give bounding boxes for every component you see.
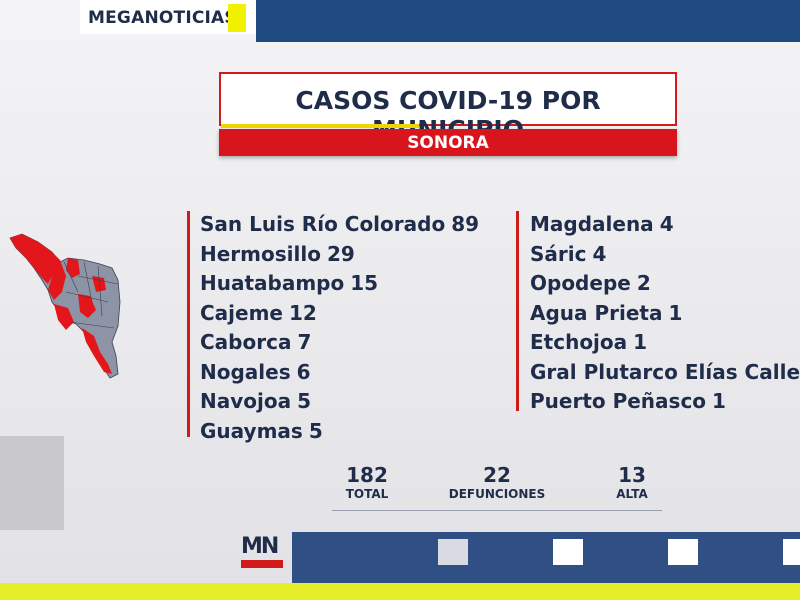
case-count: 12: [289, 300, 317, 325]
municipality-name: Puerto Peñasco: [530, 389, 707, 413]
case-count: 1: [633, 330, 648, 354]
municipality-name: Hermosillo: [200, 241, 321, 266]
brand-accent: [228, 4, 246, 32]
deaths-value: 22: [483, 463, 511, 487]
list-item: Gral Plutarco Elías Calles1: [530, 358, 800, 388]
municipality-name: Opodepe: [530, 271, 631, 295]
ticker-square: [438, 539, 468, 565]
subtitle: SONORA: [407, 133, 489, 153]
list-item: Huatabampo 15: [200, 269, 479, 299]
right-list-divider: [516, 211, 519, 411]
case-count: 7: [297, 330, 312, 354]
case-count: 5: [297, 389, 312, 413]
municipality-name: Guaymas: [200, 418, 303, 443]
sonora-map-icon: [9, 233, 121, 379]
header-blue-bar: [256, 0, 800, 42]
case-count: 2: [636, 271, 651, 295]
municipality-name: Etchojoa: [530, 330, 628, 354]
bottom-blue-bar: [292, 532, 800, 584]
list-item: Sáric 4: [530, 240, 800, 270]
ticker-square: [783, 539, 800, 565]
brand-name: MEGANOTICIAS: [88, 8, 237, 28]
list-item: Nogales 6: [200, 358, 479, 388]
list-item: Hermosillo 29: [200, 240, 479, 270]
case-count: 1: [668, 300, 683, 325]
municipality-list-left: San Luis Río Colorado 89 Hermosillo 29 Hua…: [200, 210, 479, 446]
mn-logo-text: MN: [241, 534, 279, 559]
brand-box: [80, 0, 256, 34]
mn-logo-bar: [241, 560, 283, 568]
left-gray-block: [0, 436, 64, 530]
title-underline: [221, 124, 419, 128]
deaths-label: DEFUNCIONES: [448, 487, 546, 501]
case-count: 29: [326, 241, 355, 266]
subtitle-bar: SONORA: [219, 129, 677, 156]
list-item: Puerto Peñasco 1: [530, 387, 800, 417]
municipality-name: Nogales: [200, 359, 291, 384]
municipality-name: Magdalena: [530, 212, 654, 236]
total-value: 182: [346, 463, 388, 487]
case-count: 4: [659, 212, 674, 236]
case-count: 4: [592, 241, 607, 266]
case-count: 6: [296, 359, 311, 384]
top-header: MEGANOTICIAS: [0, 0, 800, 42]
ticker-square: [553, 539, 583, 565]
list-item: San Luis Río Colorado 89: [200, 210, 479, 240]
case-count: 1: [712, 389, 726, 413]
list-item: Opodepe 2: [530, 269, 800, 299]
municipality-list-right: Magdalena 4 Sáric 4 Opodepe 2 Agua Prieta 1 …: [530, 210, 800, 417]
list-item: Cajeme 12: [200, 299, 479, 329]
municipality-name: Sáric: [530, 241, 587, 266]
recovered-label: ALTA: [616, 487, 648, 501]
list-item: Agua Prieta 1: [530, 299, 800, 329]
left-list-divider: [187, 211, 190, 437]
mn-logo: MN: [241, 534, 283, 574]
case-count: 15: [350, 271, 379, 295]
list-item: Caborca 7: [200, 328, 479, 358]
list-item: Navojoa 5: [200, 387, 479, 417]
case-count: 5: [308, 418, 323, 443]
municipality-name: San Luis Río Colorado: [200, 212, 446, 236]
total-label: TOTAL: [345, 487, 389, 501]
municipality-name: Caborca: [200, 330, 292, 354]
municipality-name: Huatabampo: [200, 271, 345, 295]
list-item: Magdalena 4: [530, 210, 800, 240]
totals-panel: 182 TOTAL 22 DEFUNCIONES 13 ALTA: [332, 464, 662, 510]
recovered-stat: 13 ALTA: [602, 464, 662, 502]
title-box: CASOS COVID-19 POR MUNICIPIO: [219, 72, 677, 144]
recovered-value: 13: [618, 463, 646, 487]
bottom-yellow-bar: [0, 583, 800, 600]
deaths-stat: 22 DEFUNCIONES: [442, 464, 552, 502]
ticker-square: [668, 539, 698, 565]
totals-underline: [332, 510, 662, 511]
municipality-name: Gral Plutarco Elías Calles: [530, 359, 800, 384]
total-stat: 182 TOTAL: [332, 464, 402, 502]
case-count: 89: [451, 212, 480, 236]
municipality-name: Cajeme: [200, 300, 283, 325]
municipality-name: Navojoa: [200, 389, 292, 413]
list-item: Guaymas 5: [200, 417, 479, 447]
list-item: Etchojoa 1: [530, 328, 800, 358]
municipality-name: Agua Prieta: [530, 300, 663, 325]
